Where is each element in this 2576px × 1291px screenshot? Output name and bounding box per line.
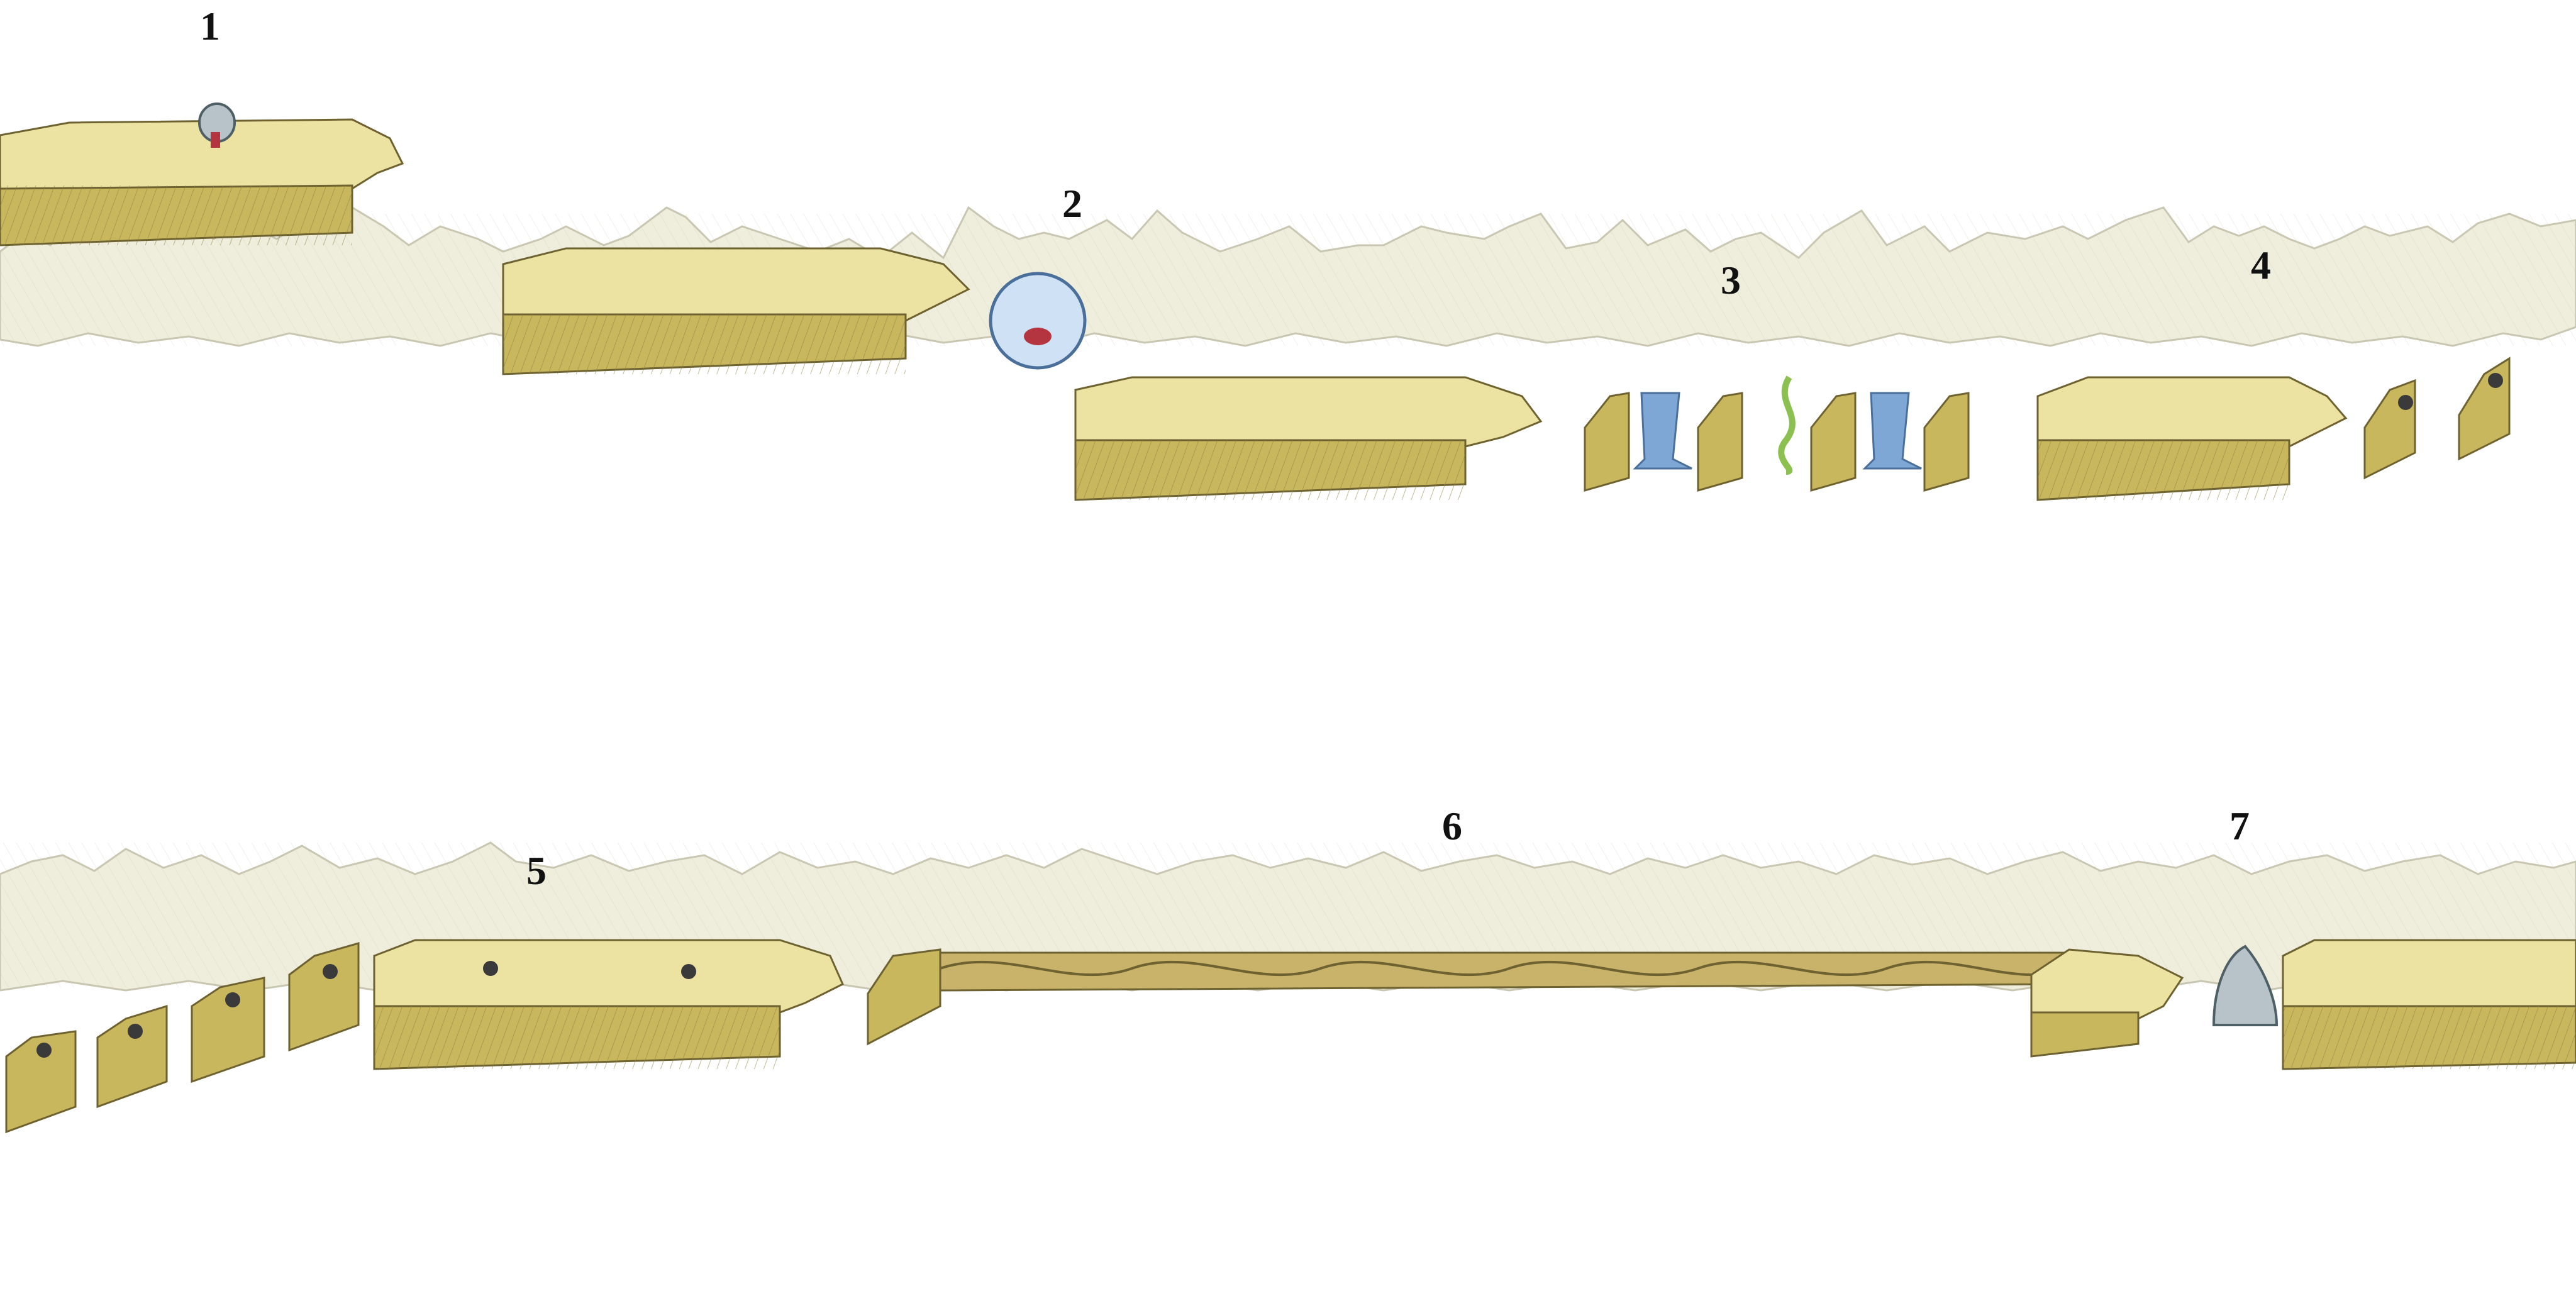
section-label-3: 3	[1721, 258, 1741, 302]
background-rocks-top	[0, 206, 2576, 347]
spider-icon	[2398, 395, 2413, 410]
platform-6-end	[2030, 948, 2184, 1058]
platform-1	[0, 118, 404, 247]
pillars-section-3	[1584, 392, 1970, 492]
vine-icon	[1778, 375, 1796, 475]
spider-icon	[225, 992, 240, 1007]
platform-2	[502, 247, 970, 375]
section-label-4: 4	[2251, 243, 2271, 287]
platform-3	[1074, 376, 1543, 501]
spider-icon	[36, 1043, 52, 1058]
waterfall-icon	[1633, 392, 1692, 470]
bubble-creature-icon	[989, 272, 1087, 370]
section-label-2: 2	[1062, 181, 1082, 226]
section-label-6: 6	[1442, 804, 1462, 848]
platform-5	[373, 939, 844, 1070]
shark-fin-icon	[2212, 945, 2279, 1026]
platform-4	[2036, 376, 2348, 501]
spider-icon	[2488, 373, 2503, 388]
spider-icon	[323, 964, 338, 979]
spider-icon	[681, 964, 696, 979]
pillars-section-4	[2363, 357, 2511, 480]
pillars-section-5	[5, 942, 360, 1134]
cannon-icon	[198, 103, 236, 148]
section-label-7: 7	[2229, 804, 2250, 848]
bridge-icon	[939, 951, 2070, 992]
waterfall-icon	[1862, 392, 1922, 470]
section-label-1: 1	[200, 4, 220, 48]
section-label-5: 5	[526, 848, 547, 893]
spider-icon	[483, 961, 498, 976]
spider-icon	[128, 1024, 143, 1039]
platform-7	[2282, 939, 2576, 1070]
